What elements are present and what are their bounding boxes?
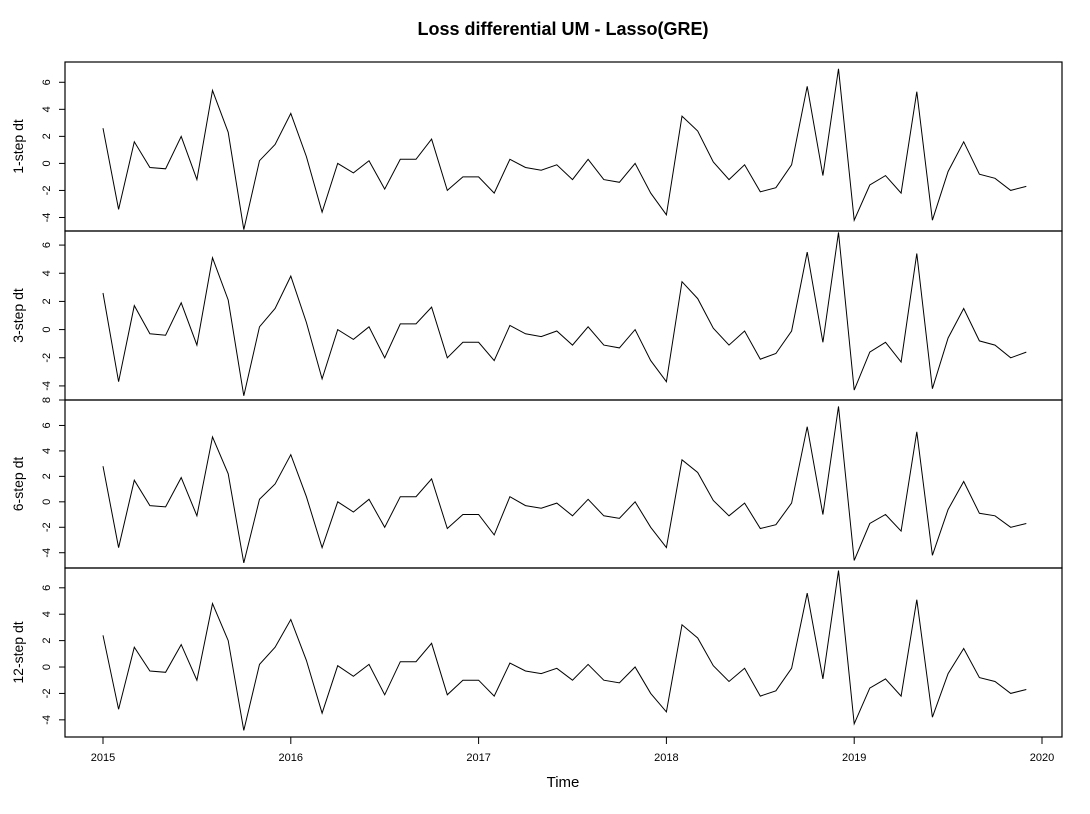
panel-frame bbox=[64, 230, 1063, 401]
y-tick-label: 4 bbox=[41, 106, 53, 112]
y-tick-label: 4 bbox=[41, 270, 53, 276]
y-tick-label: 0 bbox=[41, 664, 53, 670]
x-tick-label: 2019 bbox=[842, 752, 866, 764]
y-tick-label: 8 bbox=[41, 397, 53, 403]
panel-ylabel: 12-step dt bbox=[10, 621, 26, 683]
y-tick-label: 6 bbox=[41, 585, 53, 591]
x-axis-label: Time bbox=[547, 774, 580, 791]
x-tick-label: 2018 bbox=[654, 752, 678, 764]
y-tick-label: 2 bbox=[41, 473, 53, 479]
y-tick-label: 4 bbox=[41, 448, 53, 454]
y-tick-label: -4 bbox=[41, 213, 53, 223]
x-tick-label: 2017 bbox=[466, 752, 490, 764]
y-tick-label: -2 bbox=[41, 186, 53, 196]
panel-frame bbox=[64, 399, 1063, 569]
y-tick-label: 4 bbox=[41, 611, 53, 617]
series-line bbox=[102, 232, 1027, 396]
y-tick-label: -2 bbox=[41, 522, 53, 532]
series-line bbox=[102, 406, 1027, 564]
panel-ylabel: 3-step dt bbox=[10, 288, 26, 343]
y-tick-label: -2 bbox=[41, 689, 53, 699]
y-tick-label: -4 bbox=[41, 548, 53, 558]
x-axis: 2015 2016 2017 2018 2019 2020 bbox=[91, 736, 1054, 764]
panels-layer: -4 -2 0 2 4 6 1-step dt -4 -2 0 2 4 6 3-step dt -4 -2 0 2… bbox=[10, 61, 1063, 738]
y-tick-label: 6 bbox=[41, 422, 53, 428]
series-line bbox=[102, 570, 1027, 731]
y-tick-label: 0 bbox=[41, 499, 53, 505]
x-tick-label: 2020 bbox=[1030, 752, 1054, 764]
y-tick-label: -2 bbox=[41, 353, 53, 363]
panel-2: -4 -2 0 2 4 6 3-step dt bbox=[10, 230, 1063, 401]
panel-frame bbox=[64, 567, 1063, 738]
y-tick-label: 2 bbox=[41, 298, 53, 304]
y-tick-label: 6 bbox=[41, 242, 53, 248]
panel-ylabel: 1-step dt bbox=[10, 119, 26, 174]
panel-ylabel: 6-step dt bbox=[10, 457, 26, 512]
panel-3: -4 -2 0 2 4 6 8 6-step dt bbox=[10, 397, 1063, 569]
x-tick-label: 2015 bbox=[91, 752, 115, 764]
y-tick-label: 2 bbox=[41, 638, 53, 644]
y-tick-label: 2 bbox=[41, 133, 53, 139]
panel-4: -4 -2 0 2 4 6 12-step dt bbox=[10, 567, 1063, 738]
panel-1: -4 -2 0 2 4 6 1-step dt bbox=[10, 61, 1063, 232]
y-tick-label: -4 bbox=[41, 715, 53, 725]
x-tick-label: 2016 bbox=[279, 752, 303, 764]
y-tick-label: 6 bbox=[41, 79, 53, 85]
series-line bbox=[102, 68, 1027, 230]
y-tick-label: -4 bbox=[41, 381, 53, 391]
panel-frame bbox=[64, 61, 1063, 232]
chart-title: Loss differential UM - Lasso(GRE) bbox=[417, 19, 708, 39]
y-tick-label: 0 bbox=[41, 327, 53, 333]
y-tick-label: 0 bbox=[41, 160, 53, 166]
